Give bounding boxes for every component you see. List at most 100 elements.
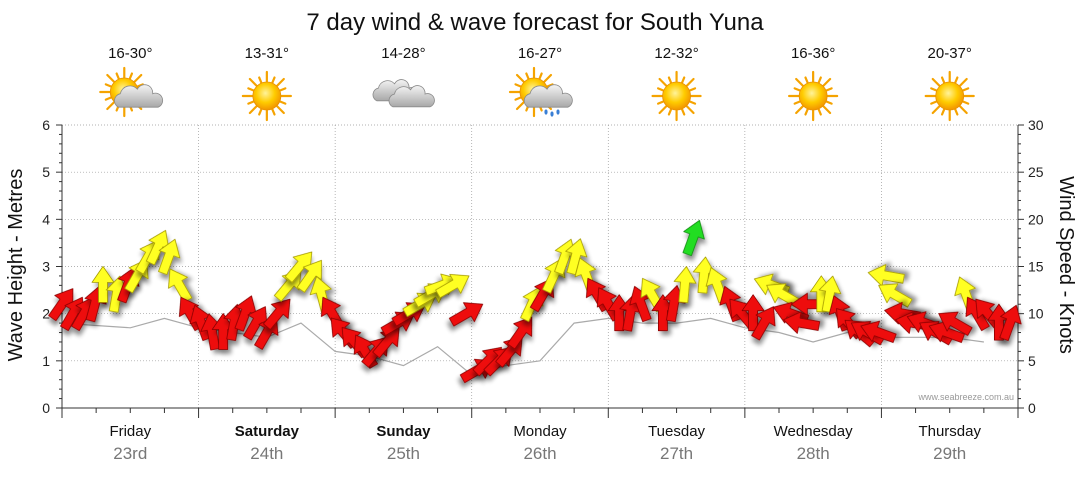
sun-ray [525, 72, 530, 81]
wind-arrow-shape [751, 306, 776, 341]
sun-disc [798, 81, 828, 111]
cloud-icon [372, 79, 435, 108]
sun-ray [961, 87, 970, 92]
y-axis-left-label: Wave Height - Metres [5, 169, 27, 362]
sun-ray [931, 104, 941, 115]
x-axis-day-labels: Friday 23rd Saturday 24th Sunday 25th Monday 26… [109, 423, 981, 463]
sun-ray [104, 96, 113, 101]
sun-ray [133, 73, 143, 84]
rain-drop [550, 111, 554, 117]
wind-arrow [783, 311, 821, 334]
cloud-shape [114, 84, 164, 108]
day-date-label: 25th [387, 444, 420, 463]
day-temperature-label: 14-28° [381, 45, 425, 62]
cloud-shape [388, 85, 435, 108]
wind-arrow-shape [507, 316, 533, 350]
wind-arrow-shape [435, 273, 470, 299]
wind-arrow-shape [158, 238, 181, 276]
sun-ray [667, 107, 673, 116]
sun-ray [793, 87, 802, 92]
sun-ray [940, 107, 946, 116]
sun-ray [953, 76, 959, 85]
day-temperature-label: 16-30° [108, 45, 152, 62]
grid [62, 124, 1018, 409]
sun-ray [961, 100, 970, 105]
wind-arrow [158, 238, 181, 276]
y-left-tick-label: 2 [42, 306, 50, 322]
sun-ray [247, 100, 256, 105]
wind-arrow [999, 304, 1022, 342]
y-left-tick-label: 4 [42, 211, 50, 227]
sun-ray [824, 87, 833, 92]
sun-ray [278, 100, 287, 105]
sun-ray [821, 77, 832, 88]
sun-ray [106, 73, 116, 84]
sun-ray [804, 76, 809, 85]
sun-ray [930, 87, 938, 92]
axes: 0 1 2 3 4 5 6 0 5 10 15 20 25 30 [42, 117, 1044, 418]
sun-icon [651, 70, 702, 122]
wind-arrow-shape [878, 283, 913, 308]
day-temperature-label: 13-31° [245, 45, 289, 62]
sun-icon [788, 70, 839, 122]
day-temperature-label: 12-32° [654, 45, 698, 62]
sun-ray [258, 76, 263, 85]
day-name-label: Tuesday [648, 423, 705, 440]
sun-ray [248, 77, 259, 88]
y-right-tick-label: 15 [1028, 259, 1044, 275]
wind-arrow-shape [168, 268, 193, 303]
sun-ray [136, 83, 144, 88]
sun-ray [104, 83, 113, 88]
wind-arrow [507, 316, 533, 350]
sun-ray [940, 76, 946, 85]
day-date-label: 27th [660, 444, 693, 463]
sun-ray [680, 76, 686, 85]
sun-ray [817, 76, 822, 85]
wind-arrow-shape [818, 275, 842, 313]
day-date-label: 28th [797, 444, 830, 463]
day-temperature-label: 16-36° [791, 45, 835, 62]
sun-ray [656, 87, 665, 92]
sun-ray [821, 104, 832, 115]
sun-ray [278, 87, 287, 92]
wind-arrow [673, 266, 697, 304]
wind-arrow [263, 298, 291, 331]
y-right-tick-label: 10 [1028, 306, 1044, 322]
sun-ray [275, 77, 285, 88]
wind-series [48, 219, 1022, 384]
sun-ray [795, 104, 805, 115]
chart-title: 7 day wind & wave forecast for South Yun… [306, 9, 764, 36]
sun-ray [515, 100, 526, 111]
sun-ray [538, 72, 543, 81]
wind-arrow [91, 265, 115, 303]
y-axis-right-label: Wind Speed - Knots [1055, 176, 1077, 354]
y-left-tick-label: 0 [42, 400, 50, 416]
daily-weather-header: 16-30° 13-31° 14-28° 16-27° 12-32° 16-36° 20-3… [99, 45, 975, 122]
sun-disc [935, 81, 965, 111]
y-left-tick-label: 5 [42, 164, 50, 180]
sun-ray [514, 83, 523, 88]
y-left-tick-label: 1 [42, 353, 50, 369]
y-left-tick-label: 3 [42, 259, 50, 275]
rain-drop [544, 109, 548, 115]
wind-arrow [168, 268, 193, 303]
y-left-tick-label: 6 [42, 117, 50, 133]
sun-ray [958, 77, 968, 88]
sun-ray [658, 104, 668, 115]
day-date-label: 23rd [113, 444, 147, 463]
sun-ray [658, 77, 668, 88]
wind-arrow-shape [91, 265, 115, 303]
wind-arrow-shape [999, 304, 1022, 342]
day-date-label: 29th [933, 444, 966, 463]
sun-ray [680, 107, 686, 116]
day-name-label: Friday [109, 423, 151, 440]
day-date-label: 26th [523, 444, 556, 463]
sun-ray [824, 100, 833, 105]
wind-arrow [751, 306, 776, 341]
sun-icon [241, 70, 292, 122]
sun-ray [271, 107, 276, 116]
sun-cloud-icon [99, 66, 164, 118]
day-name-label: Monday [513, 423, 567, 440]
day-temperature-label: 20-37° [928, 45, 972, 62]
